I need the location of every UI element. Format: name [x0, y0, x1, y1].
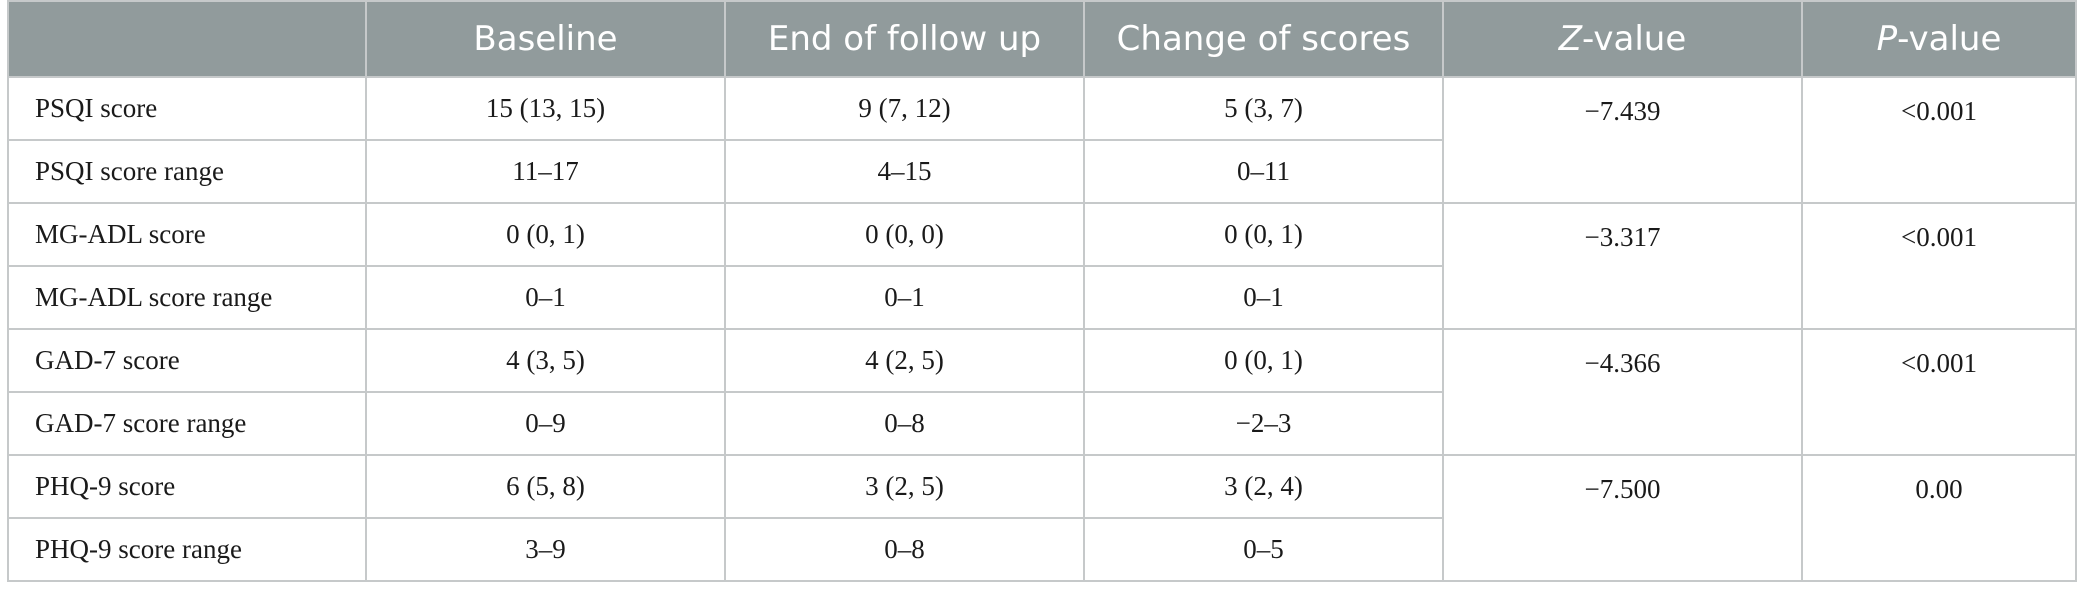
z-value-cell: −7.439 — [1442, 76, 1803, 204]
change-of-scores-cell: 0–1 — [1083, 265, 1444, 330]
table-row: PHQ-9 score 6 (5, 8) 3 (2, 5) 3 (2, 4) −… — [7, 454, 2077, 582]
header-end-of-follow-up: End of follow up — [724, 0, 1085, 78]
table-row: GAD-7 score range 0–9 0–8 −2–3 — [7, 391, 2076, 456]
row-label: PHQ-9 score range — [7, 517, 367, 582]
change-of-scores-cell: 5 (3, 7) — [1083, 76, 1444, 141]
baseline-cell: 0–9 — [365, 391, 726, 456]
baseline-cell: 15 (13, 15) — [365, 76, 726, 141]
header-p-letter: P — [1876, 19, 1898, 59]
end-of-follow-up-cell: 0–8 — [724, 517, 1085, 582]
baseline-cell: 11–17 — [365, 139, 726, 204]
end-of-follow-up-cell: 0–1 — [724, 265, 1085, 330]
baseline-cell: 0 (0, 1) — [365, 202, 726, 267]
header-row: Baseline End of follow up Change of scor… — [7, 0, 2077, 78]
change-of-scores-cell: −2–3 — [1083, 391, 1444, 456]
change-of-scores-cell: 0 (0, 1) — [1083, 202, 1444, 267]
header-z-letter: Z — [1558, 19, 1583, 59]
baseline-cell: 3–9 — [365, 517, 726, 582]
header-change-of-scores: Change of scores — [1083, 0, 1444, 78]
z-value-cell: −7.500 — [1442, 454, 1803, 582]
row-label: GAD-7 score — [7, 328, 367, 393]
z-value-cell: −4.366 — [1442, 328, 1803, 456]
baseline-cell: 6 (5, 8) — [365, 454, 726, 519]
end-of-follow-up-cell: 4 (2, 5) — [724, 328, 1085, 393]
change-of-scores-cell: 0 (0, 1) — [1083, 328, 1444, 393]
end-of-follow-up-cell: 4–15 — [724, 139, 1085, 204]
row-label: GAD-7 score range — [7, 391, 367, 456]
p-value-cell: <0.001 — [1801, 76, 2077, 204]
table-row: MG-ADL score 0 (0, 1) 0 (0, 0) 0 (0, 1) … — [7, 202, 2077, 330]
end-of-follow-up-cell: 3 (2, 5) — [724, 454, 1085, 519]
row-label: PSQI score range — [7, 139, 367, 204]
baseline-cell: 4 (3, 5) — [365, 328, 726, 393]
row-label: MG-ADL score — [7, 202, 367, 267]
row-label: PSQI score — [7, 76, 367, 141]
results-table: Baseline End of follow up Change of scor… — [7, 0, 2077, 582]
row-label: MG-ADL score range — [7, 265, 367, 330]
header-z-value: Z-value — [1442, 0, 1803, 78]
change-of-scores-cell: 0–5 — [1083, 517, 1444, 582]
header-empty-cell — [7, 0, 367, 78]
p-value-cell: <0.001 — [1801, 328, 2077, 456]
header-z-suffix: -value — [1582, 19, 1687, 59]
table-row: PHQ-9 score range 3–9 0–8 0–5 — [7, 517, 2076, 582]
header-baseline: Baseline — [365, 0, 726, 78]
change-of-scores-cell: 0–11 — [1083, 139, 1444, 204]
table-row: PSQI score 15 (13, 15) 9 (7, 12) 5 (3, 7… — [7, 76, 2077, 204]
p-value-cell: <0.001 — [1801, 202, 2077, 330]
baseline-cell: 0–1 — [365, 265, 726, 330]
table-row: MG-ADL score range 0–1 0–1 0–1 — [7, 265, 2076, 330]
table-row: PSQI score range 11–17 4–15 0–11 — [7, 139, 2076, 204]
row-label: PHQ-9 score — [7, 454, 367, 519]
results-table-container: Baseline End of follow up Change of scor… — [7, 0, 2077, 582]
header-p-suffix: -value — [1897, 19, 2002, 59]
header-p-value: P-value — [1801, 0, 2077, 78]
table-row: GAD-7 score 4 (3, 5) 4 (2, 5) 0 (0, 1) −… — [7, 328, 2077, 456]
end-of-follow-up-cell: 0 (0, 0) — [724, 202, 1085, 267]
change-of-scores-cell: 3 (2, 4) — [1083, 454, 1444, 519]
p-value-cell: 0.00 — [1801, 454, 2077, 582]
end-of-follow-up-cell: 0–8 — [724, 391, 1085, 456]
end-of-follow-up-cell: 9 (7, 12) — [724, 76, 1085, 141]
z-value-cell: −3.317 — [1442, 202, 1803, 330]
